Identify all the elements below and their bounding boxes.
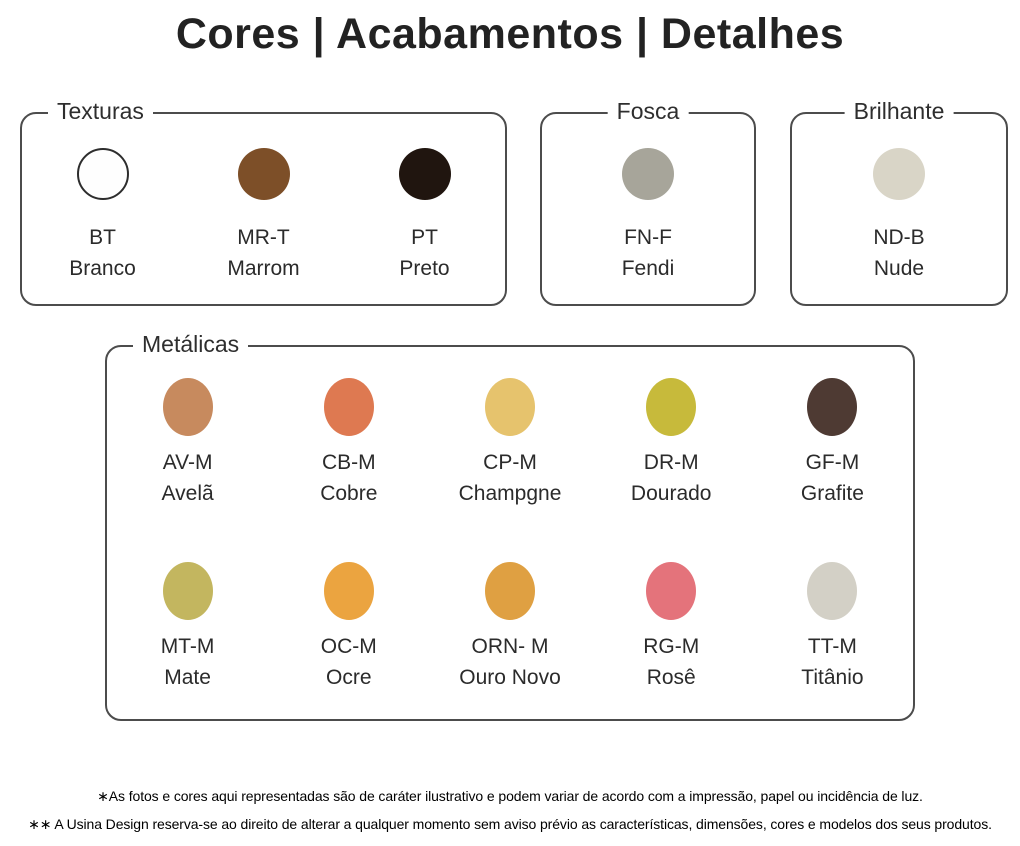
swatch-name: Branco — [69, 257, 136, 280]
swatch-MR-T: MR-T Marrom — [183, 148, 344, 279]
brilhante-swatch-row: ND-B Nude — [792, 114, 1006, 279]
swatch-name: Ouro Novo — [459, 666, 561, 689]
section-texturas-label: Texturas — [48, 98, 153, 125]
metalicas-swatch-row-2: MT-M Mate OC-M Ocre ORN- M Ouro Novo RG-… — [107, 527, 913, 688]
color-dot — [398, 148, 451, 200]
swatch-RG-M: RG-M Rosê — [591, 562, 752, 688]
section-brilhante: Brilhante ND-B Nude — [790, 98, 1008, 306]
swatch-MT-M: MT-M Mate — [107, 562, 268, 688]
swatch-BT: BT Branco — [22, 148, 183, 279]
swatch-name: Mate — [164, 666, 211, 689]
swatch-name: Rosê — [646, 666, 696, 689]
swatch-name: Cobre — [320, 482, 378, 505]
swatch-ND-B: ND-B Nude — [792, 148, 1006, 279]
color-dot — [807, 378, 858, 436]
color-dot — [162, 562, 213, 620]
swatch-name: Champgne — [458, 482, 562, 505]
swatch-code: RG-M — [643, 635, 700, 658]
footnotes: ∗As fotos e cores aqui representadas são… — [0, 783, 1020, 838]
color-dot — [237, 148, 290, 200]
fosca-swatch-row: FN-F Fendi — [542, 114, 754, 279]
swatch-code: PT — [411, 226, 438, 249]
color-dot — [323, 562, 374, 620]
swatch-ORN-M: ORN- M Ouro Novo — [429, 562, 590, 688]
section-brilhante-label: Brilhante — [844, 98, 954, 125]
swatch-GF-M: GF-M Grafite — [752, 378, 913, 504]
section-fosca: Fosca FN-F Fendi — [540, 98, 756, 306]
swatch-OC-M: OC-M Ocre — [268, 562, 429, 688]
swatch-CP-M: CP-M Champgne — [429, 378, 590, 504]
color-dot — [485, 562, 535, 620]
swatch-AV-M: AV-M Avelã — [107, 378, 268, 504]
footnote-2: ∗∗ A Usina Design reserva-se ao direito … — [28, 815, 992, 832]
swatch-code: MR-T — [237, 226, 290, 249]
texturas-swatch-row: BT Branco MR-T Marrom PT Preto — [22, 114, 505, 279]
swatch-code: GF-M — [805, 451, 860, 474]
swatch-code: CP-M — [483, 451, 537, 474]
section-metalicas-label: Metálicas — [133, 331, 249, 358]
swatch-code: MT-M — [160, 635, 215, 658]
section-metalicas: Metálicas AV-M Avelã CB-M Cobre CP-M Cha… — [105, 331, 915, 721]
swatch-code: FN-F — [624, 226, 672, 249]
swatch-TT-M: TT-M Titânio — [752, 562, 913, 688]
swatch-code: CB-M — [321, 451, 376, 474]
color-dot — [622, 148, 674, 200]
swatch-name: Preto — [399, 257, 450, 280]
color-dot — [807, 562, 858, 620]
swatch-code: OC-M — [320, 635, 377, 658]
swatch-code: AV-M — [162, 451, 213, 474]
swatch-code: DR-M — [643, 451, 699, 474]
color-dot — [646, 562, 697, 620]
page-title: Cores | Acabamentos | Detalhes — [175, 10, 845, 58]
swatch-code: ORN- M — [471, 635, 549, 658]
swatch-FN-F: FN-F Fendi — [542, 148, 754, 279]
swatch-name: Grafite — [800, 482, 864, 505]
swatch-code: ND-B — [873, 226, 925, 249]
swatch-name: Fendi — [621, 257, 675, 280]
swatch-code: BT — [89, 226, 116, 249]
color-dot — [323, 378, 374, 436]
section-texturas: Texturas BT Branco MR-T Marrom PT Preto — [20, 98, 507, 306]
swatch-name: Marrom — [227, 257, 300, 280]
metalicas-swatch-row-1: AV-M Avelã CB-M Cobre CP-M Champgne DR-M… — [107, 347, 913, 527]
swatch-name: Ocre — [326, 666, 372, 689]
color-dot — [76, 148, 129, 200]
color-dot — [646, 378, 697, 436]
swatch-name: Dourado — [630, 482, 712, 505]
color-dot — [873, 148, 925, 200]
swatch-code: TT-M — [807, 635, 857, 658]
swatch-CB-M: CB-M Cobre — [268, 378, 429, 504]
swatch-DR-M: DR-M Dourado — [591, 378, 752, 504]
section-fosca-label: Fosca — [607, 98, 689, 125]
color-dot — [485, 378, 535, 436]
footnote-1: ∗As fotos e cores aqui representadas são… — [97, 788, 923, 805]
swatch-name: Nude — [873, 257, 925, 280]
swatch-name: Titânio — [801, 666, 864, 689]
swatch-PT: PT Preto — [344, 148, 505, 279]
color-dot — [162, 378, 213, 436]
swatch-name: Avelã — [161, 482, 214, 505]
